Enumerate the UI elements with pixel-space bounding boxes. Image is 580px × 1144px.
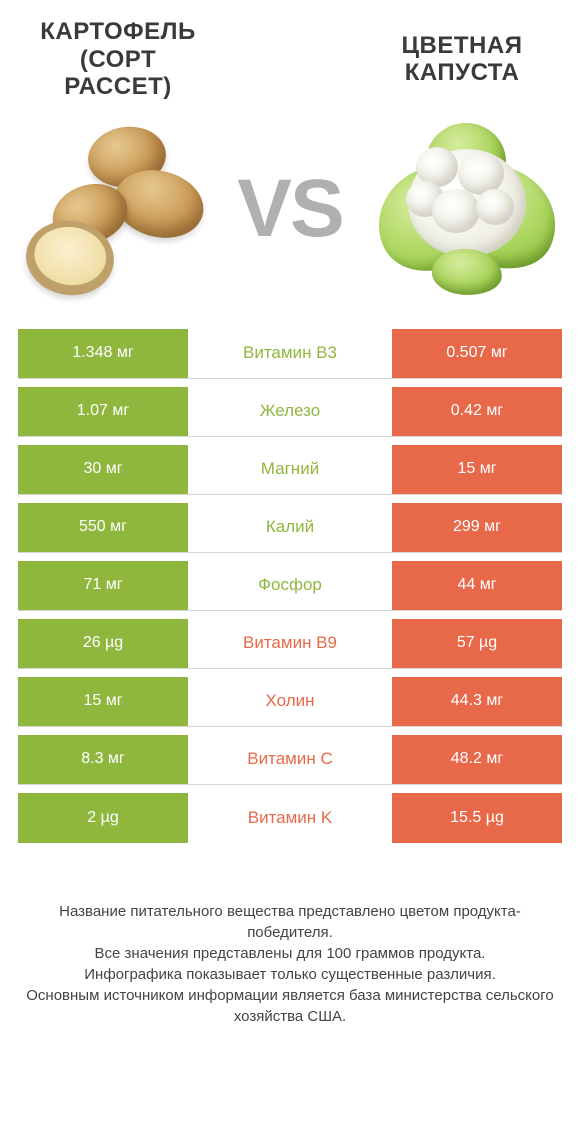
nutrient-name-cell: Холин <box>188 677 392 726</box>
right-value-cell: 44 мг <box>392 561 562 610</box>
title-text: КАПУСТА <box>405 59 520 86</box>
left-value-cell: 8.3 мг <box>18 735 188 784</box>
nutrient-name-cell: Железо <box>188 387 392 436</box>
left-product-title: КАРТОФЕЛЬ (СОРТ РАССЕТ) <box>18 18 218 101</box>
nutrient-name-cell: Магний <box>188 445 392 494</box>
left-value-cell: 30 мг <box>18 445 188 494</box>
cauliflower-image <box>372 119 562 299</box>
left-value-cell: 550 мг <box>18 503 188 552</box>
right-value-cell: 44.3 мг <box>392 677 562 726</box>
table-row: 1.07 мгЖелезо0.42 мг <box>18 387 562 437</box>
right-value-cell: 299 мг <box>392 503 562 552</box>
nutrient-name-cell: Калий <box>188 503 392 552</box>
left-value-cell: 15 мг <box>18 677 188 726</box>
comparison-table: 1.348 мгВитамин B30.507 мг 1.07 мгЖелезо0… <box>18 329 562 843</box>
table-row: 8.3 мгВитамин C48.2 мг <box>18 735 562 785</box>
title-text: ЦВЕТНАЯ <box>402 32 523 59</box>
left-value-cell: 26 µg <box>18 619 188 668</box>
right-product-title: ЦВЕТНАЯ КАПУСТА <box>362 32 562 87</box>
nutrient-name-cell: Витамин B3 <box>188 329 392 378</box>
footnote: Название питательного вещества представл… <box>18 901 562 1027</box>
images-row: VS <box>18 119 562 299</box>
header: КАРТОФЕЛЬ (СОРТ РАССЕТ) ЦВЕТНАЯ КАПУСТА <box>18 18 562 101</box>
vs-s: S <box>290 163 343 254</box>
footnote-line: Инфографика показывает только существенн… <box>84 966 496 983</box>
right-value-cell: 48.2 мг <box>392 735 562 784</box>
title-text: РАССЕТ) <box>64 73 171 100</box>
table-row: 71 мгФосфор44 мг <box>18 561 562 611</box>
right-value-cell: 57 µg <box>392 619 562 668</box>
vs-label: VS <box>237 162 342 256</box>
footnote-line: Название питательного вещества представл… <box>59 903 521 941</box>
infographic: КАРТОФЕЛЬ (СОРТ РАССЕТ) ЦВЕТНАЯ КАПУСТА … <box>0 0 580 1144</box>
right-value-cell: 15 мг <box>392 445 562 494</box>
nutrient-name-cell: Витамин C <box>188 735 392 784</box>
left-value-cell: 1.07 мг <box>18 387 188 436</box>
table-row: 26 µgВитамин B957 µg <box>18 619 562 669</box>
potato-image <box>18 119 208 299</box>
nutrient-name-cell: Витамин K <box>188 793 392 843</box>
footnote-line: Все значения представлены для 100 граммо… <box>95 945 486 962</box>
nutrient-name-cell: Витамин B9 <box>188 619 392 668</box>
left-value-cell: 1.348 мг <box>18 329 188 378</box>
right-value-cell: 0.507 мг <box>392 329 562 378</box>
table-row: 30 мгМагний15 мг <box>18 445 562 495</box>
table-row: 1.348 мгВитамин B30.507 мг <box>18 329 562 379</box>
title-text: КАРТОФЕЛЬ <box>40 18 195 45</box>
right-value-cell: 15.5 µg <box>392 793 562 843</box>
left-value-cell: 2 µg <box>18 793 188 843</box>
table-row: 2 µgВитамин K15.5 µg <box>18 793 562 843</box>
table-row: 550 мгКалий299 мг <box>18 503 562 553</box>
table-row: 15 мгХолин44.3 мг <box>18 677 562 727</box>
title-text: (СОРТ <box>80 46 156 73</box>
nutrient-name-cell: Фосфор <box>188 561 392 610</box>
footnote-line: Основным источником информации является … <box>26 987 553 1025</box>
vs-v: V <box>237 163 290 254</box>
right-value-cell: 0.42 мг <box>392 387 562 436</box>
left-value-cell: 71 мг <box>18 561 188 610</box>
